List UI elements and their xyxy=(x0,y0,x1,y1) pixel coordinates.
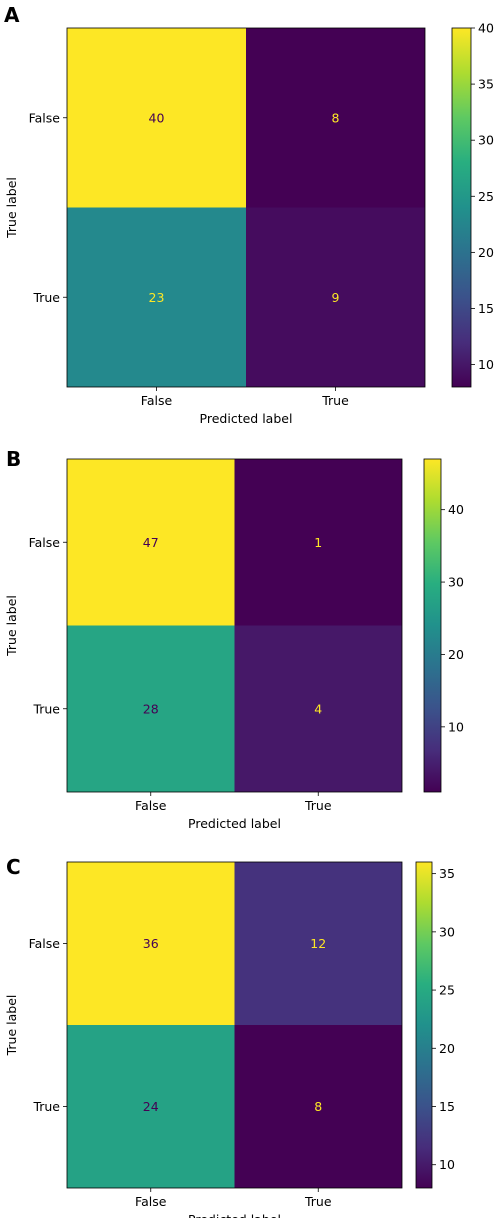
colorbar-tick-label: 15 xyxy=(478,301,494,316)
cell-value-label: 47 xyxy=(143,535,159,550)
colorbar-tick-label: 40 xyxy=(448,502,464,517)
cell-value-label: 24 xyxy=(143,1099,159,1114)
matrix-cell-r1-c0 xyxy=(67,207,246,387)
matrix-cell-r0-c1 xyxy=(234,862,402,1025)
colorbar-frame xyxy=(451,27,472,388)
x-axis-label: Predicted label xyxy=(200,411,293,426)
x-tick-label: False xyxy=(135,1194,167,1209)
colorbar-tick-label: 25 xyxy=(439,983,455,998)
colorbar-tick-label: 10 xyxy=(439,1157,455,1172)
cell-value-label: 28 xyxy=(143,701,159,716)
colorbar-tick-label: 30 xyxy=(448,575,464,590)
x-axis-label: Predicted label xyxy=(188,816,281,831)
colorbar-tick-label: 40 xyxy=(478,21,494,36)
y-tick-label: True xyxy=(32,701,60,716)
y-axis-label: True label xyxy=(4,995,19,1057)
colorbar-frame xyxy=(415,861,433,1189)
matrix-cell-r0-c1 xyxy=(246,28,425,208)
panel-label: B xyxy=(6,447,21,471)
x-axis-label: Predicted label xyxy=(188,1212,281,1218)
colorbar-tick-label: 30 xyxy=(478,133,494,148)
y-tick-label: True xyxy=(32,1099,60,1114)
colorbar xyxy=(424,459,441,792)
y-axis-label: True label xyxy=(4,177,19,239)
matrix-cell-r0-c0 xyxy=(67,459,235,626)
colorbar xyxy=(416,862,432,1188)
cell-value-label: 23 xyxy=(149,290,165,305)
cell-value-label: 12 xyxy=(310,936,326,951)
panel-label: C xyxy=(6,855,21,879)
matrix-cell-r0-c0 xyxy=(67,28,246,208)
colorbar-tick-label: 35 xyxy=(439,866,455,881)
y-tick-label: False xyxy=(29,110,61,125)
colorbar-tick-label: 20 xyxy=(448,647,464,662)
matrix-cell-r1-c1 xyxy=(246,207,425,387)
x-tick-label: True xyxy=(321,393,349,408)
matrix-cell-r1-c0 xyxy=(67,625,235,792)
matrix-cell-r1-c1 xyxy=(234,625,402,792)
cell-value-label: 36 xyxy=(143,936,159,951)
colorbar-tick-label: 10 xyxy=(478,357,494,372)
cell-value-label: 4 xyxy=(314,701,322,716)
panel-a: A 40 8 23 9 False True False True Predicted label… xyxy=(4,3,494,426)
colorbar-tick-label: 35 xyxy=(478,77,494,92)
matrix-cell-r0-c1 xyxy=(234,459,402,626)
x-tick-label: True xyxy=(304,798,332,813)
colorbar xyxy=(452,28,471,387)
colorbar-tick-label: 10 xyxy=(448,719,464,734)
colorbar-tick-label: 20 xyxy=(439,1041,455,1056)
y-tick-label: False xyxy=(29,936,61,951)
colorbar-frame xyxy=(423,458,442,793)
y-tick-label: False xyxy=(29,535,61,550)
matrix-frame xyxy=(66,27,426,388)
matrix-cell-r1-c0 xyxy=(67,1025,235,1188)
colorbar-tick-label: 25 xyxy=(478,189,494,204)
x-tick-label: False xyxy=(135,798,167,813)
matrix-cell-r0-c0 xyxy=(67,862,235,1025)
cell-value-label: 40 xyxy=(149,110,165,125)
matrix-frame xyxy=(66,861,403,1189)
cell-value-label: 8 xyxy=(314,1099,322,1114)
panel-b: B 47 1 28 4 False True False True Predicted label… xyxy=(4,447,464,831)
y-axis-label: True label xyxy=(4,595,19,657)
matrix-cell-r1-c1 xyxy=(234,1025,402,1188)
cell-value-label: 1 xyxy=(314,535,322,550)
matrix-frame xyxy=(66,458,403,793)
cell-value-label: 8 xyxy=(332,110,340,125)
cell-value-label: 9 xyxy=(332,290,340,305)
colorbar-tick-label: 20 xyxy=(478,245,494,260)
y-tick-label: True xyxy=(32,290,60,305)
colorbar-tick-label: 15 xyxy=(439,1099,455,1114)
colorbar-tick-label: 30 xyxy=(439,924,455,939)
panel-label: A xyxy=(4,3,20,27)
panel-c: C 36 12 24 8 False True False True Predicted labe… xyxy=(4,855,455,1218)
x-tick-label: True xyxy=(304,1194,332,1209)
x-tick-label: False xyxy=(141,393,173,408)
